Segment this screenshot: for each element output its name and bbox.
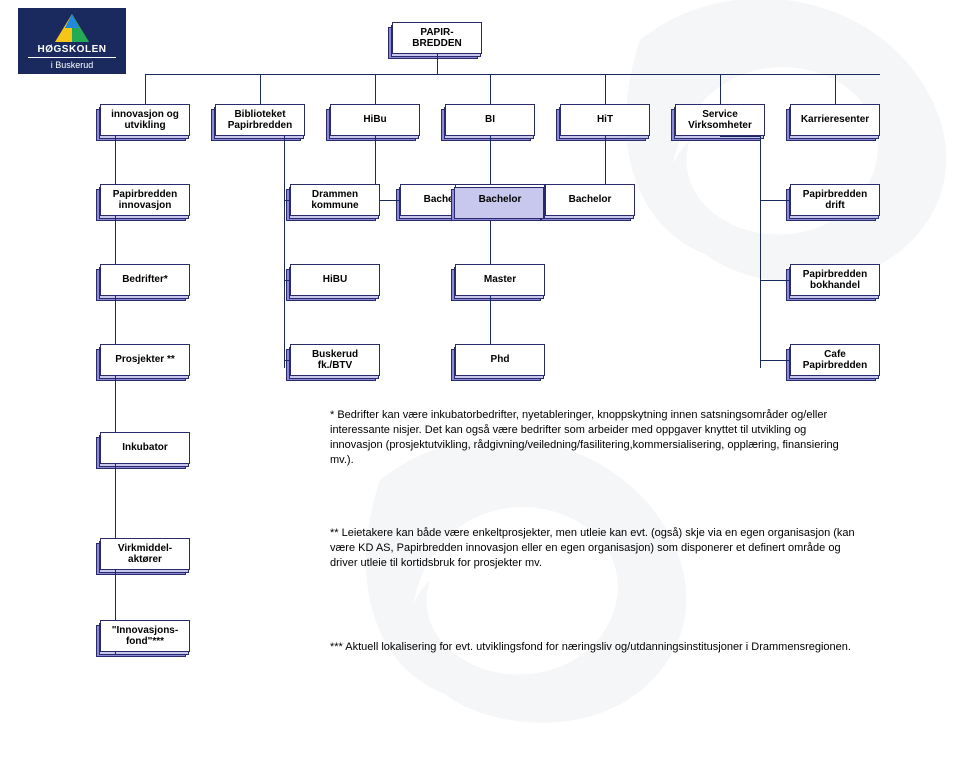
node-prosjekter: Prosjekter ** xyxy=(100,344,190,376)
node-papirbredden-drift: Papirbreddendrift xyxy=(790,184,880,216)
node-virkmiddel: Virkmiddel-aktører xyxy=(100,538,190,570)
connector xyxy=(490,136,491,368)
node-hit: HiT xyxy=(560,104,650,136)
node-drammen: Drammenkommune xyxy=(290,184,380,216)
note-leietakere: ** Leietakere kan både være enkeltprosje… xyxy=(330,526,860,579)
node-hibu-2: HiBU xyxy=(290,264,380,296)
connector xyxy=(260,74,261,104)
logo-triangle-icon xyxy=(22,14,122,44)
connector xyxy=(605,74,606,104)
node-bokhandel: Papirbreddenbokhandel xyxy=(790,264,880,296)
node-root: PAPIR-BREDDEN xyxy=(392,22,482,54)
node-karrieresenter: Karrieresenter xyxy=(790,104,880,136)
node-buskerud: Buskerudfk./BTV xyxy=(290,344,380,376)
connector xyxy=(720,136,760,137)
connector xyxy=(835,74,836,104)
node-cafe: CafePapirbredden xyxy=(790,344,880,376)
connector xyxy=(375,74,376,104)
node-inkubator: Inkubator xyxy=(100,432,190,464)
node-bachelor-3: Bachelor xyxy=(545,184,635,216)
logo-text-1: HØGSKOLEN xyxy=(22,44,122,55)
node-service: ServiceVirksomheter xyxy=(675,104,765,136)
connector xyxy=(490,74,491,104)
logo: HØGSKOLEN i Buskerud xyxy=(18,8,126,74)
connector xyxy=(760,200,790,201)
node-papirbredden-innovasjon: Papirbreddeninnovasjon xyxy=(100,184,190,216)
connector xyxy=(760,136,761,368)
connector xyxy=(720,74,721,104)
note-bedrifter: * Bedrifter kan være inkubatorbedrifter,… xyxy=(330,408,860,475)
node-master: Master xyxy=(455,264,545,296)
connector xyxy=(760,280,790,281)
node-bi: BI xyxy=(445,104,535,136)
node-phd: Phd xyxy=(455,344,545,376)
node-innovasjonsfond: "Innovasjons-fond"*** xyxy=(100,620,190,652)
node-bachelor-2: Bachelor xyxy=(455,184,545,216)
node-root-label: PAPIR-BREDDEN xyxy=(412,27,461,50)
connector xyxy=(145,74,146,104)
note-lokalisering: *** Aktuell lokalisering for evt. utvikl… xyxy=(330,640,860,663)
logo-text-2: i Buskerud xyxy=(22,60,122,70)
connector xyxy=(284,136,285,368)
connector xyxy=(437,54,438,74)
node-biblioteket: BiblioteketPapirbredden xyxy=(215,104,305,136)
node-hibu: HiBu xyxy=(330,104,420,136)
node-bedrifter: Bedrifter* xyxy=(100,264,190,296)
node-innovasjon-utvikling: innovasjon ogutvikling xyxy=(100,104,190,136)
connector xyxy=(145,74,880,75)
connector xyxy=(760,360,790,361)
